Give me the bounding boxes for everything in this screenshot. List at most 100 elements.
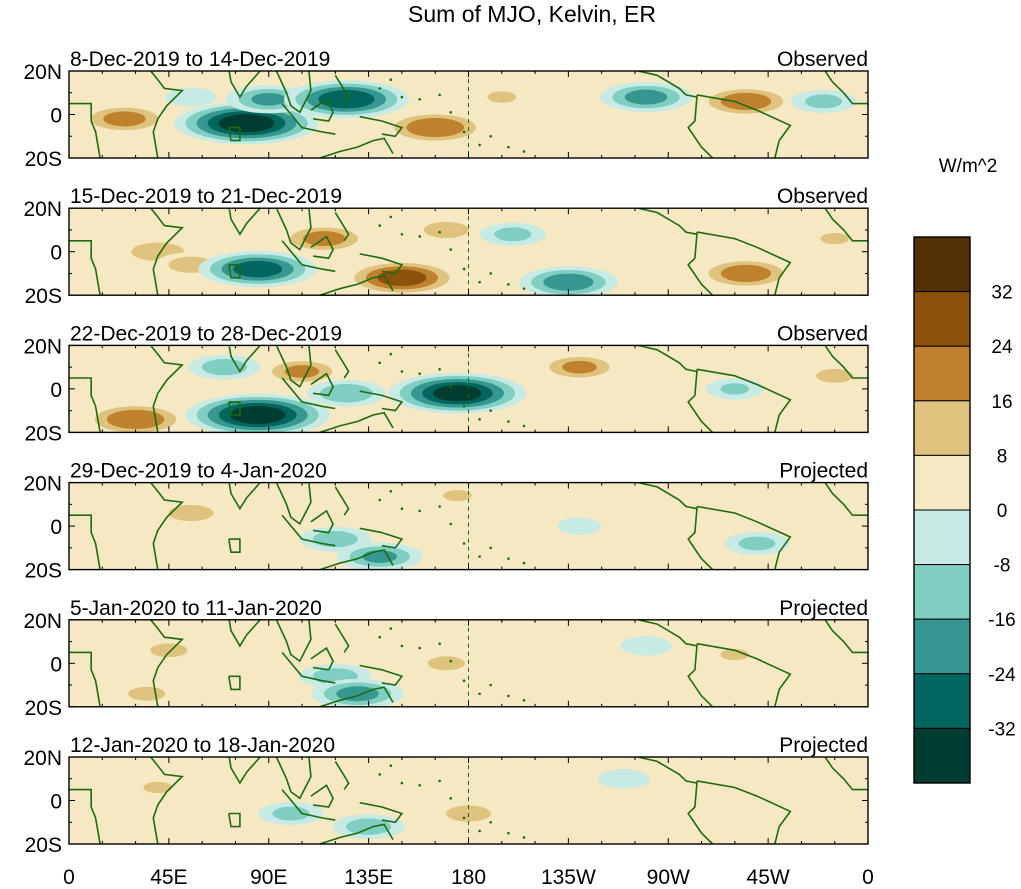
y-tick-label: 0 (50, 516, 62, 539)
y-tick-label: 0 (50, 379, 62, 402)
panel-status: Observed (777, 322, 868, 345)
anomaly-blob (599, 82, 693, 113)
anomaly-blob (724, 531, 790, 556)
y-tick-label: 0 (50, 242, 62, 265)
colorbar-tick-label: -8 (994, 556, 1011, 577)
anomaly-blob (790, 89, 857, 113)
panel-date-range: 8-Dec-2019 to 14-Dec-2019 (70, 48, 330, 71)
anomaly-blob (801, 364, 868, 388)
anomaly-blob (536, 353, 623, 382)
map-panel: 20N 0 20S 22-Dec-2019 to 28-Dec-2019 Observe… (23, 322, 869, 445)
map-panel: 20N 0 20S 8-Dec-2019 to 14-Dec-2019 Observed (23, 48, 869, 171)
x-tick-label: 45E (150, 866, 187, 889)
colorbar-tick-label: 32 (991, 283, 1012, 304)
anomaly-blob (805, 228, 864, 250)
map-panels: 20N 0 20S 8-Dec-2019 to 14-Dec-2019 Observed… (23, 48, 869, 857)
coastlines (69, 71, 868, 158)
anomaly-blob (198, 251, 317, 288)
anomaly-blob (480, 222, 546, 246)
anomaly-blob (336, 542, 423, 570)
y-tick-label: 0 (50, 105, 62, 128)
y-tick-label: 20S (25, 422, 62, 445)
x-tick-label: 180 (451, 866, 486, 889)
colorbar-unit-label: W/m^2 (939, 156, 998, 177)
panel-date-range: 5-Jan-2020 to 11-Jan-2020 (70, 597, 322, 620)
coastlines (69, 482, 868, 570)
y-tick-label: 20S (25, 834, 62, 857)
colorbar-tick-label: 16 (991, 392, 1012, 413)
y-tick-label: 20S (25, 285, 62, 308)
colorbar-swatch (913, 564, 971, 620)
colorbar-swatch (913, 454, 971, 511)
colorbar-swatch (913, 291, 971, 347)
anomaly-blob (472, 86, 532, 108)
anomaly-blob (705, 378, 765, 400)
anomaly-blob (258, 802, 324, 826)
panel-status: Observed (777, 48, 868, 71)
y-tick-label: 0 (50, 653, 62, 676)
anomaly-blob (136, 638, 202, 662)
anomaly-blob (518, 266, 618, 296)
map-panel: 20N 0 20S 15-Dec-2019 to 21-Dec-2019 Observe… (23, 185, 869, 308)
panel-date-range: 15-Dec-2019 to 21-Dec-2019 (70, 185, 342, 208)
anomaly-blob (185, 393, 330, 433)
anomaly-blob (709, 769, 761, 789)
anomaly-blob (705, 643, 765, 666)
y-tick-label: 20N (23, 61, 62, 84)
colorbar-swatch (913, 345, 971, 402)
map-panel: 20N 0 20S 12-Jan-2020 to 18-Jan-2020 Project… (23, 734, 869, 857)
colorbar-tick-label: 0 (997, 501, 1008, 522)
anomaly-blob (620, 636, 672, 656)
x-tick-label: 0 (862, 866, 874, 889)
y-tick-label: 20S (25, 148, 62, 171)
anomaly-blob (78, 103, 171, 134)
y-tick-label: 20N (23, 335, 62, 358)
y-tick-label: 20N (23, 198, 62, 221)
colorbar-tick-label: -32 (988, 719, 1015, 740)
x-tick-label: 135W (541, 866, 596, 889)
y-tick-label: 0 (50, 791, 62, 814)
anomaly-blob (696, 257, 796, 290)
anomaly-blob (174, 102, 319, 145)
colorbar-tick-label: 8 (997, 446, 1008, 467)
anomaly-blob (311, 678, 404, 707)
colorbar-swatch (913, 400, 971, 456)
anomaly-blob (128, 776, 188, 799)
x-tick-label: 0 (63, 866, 75, 889)
colorbar: W/m^2 32 24 16 8 0 -8 -16 -24 -32 (913, 156, 1016, 784)
chart-title: Sum of MJO, Kelvin, ER (408, 1, 656, 27)
panel-status: Projected (779, 734, 868, 757)
panel-status: Projected (779, 460, 868, 483)
x-tick-label: 45W (747, 866, 790, 889)
anomaly-blob (382, 111, 489, 145)
colorbar-tick-label: -24 (988, 665, 1016, 686)
colorbar-swatch (913, 618, 971, 675)
panel-date-range: 29-Dec-2019 to 4-Jan-2020 (70, 460, 327, 483)
y-tick-label: 20N (23, 610, 62, 633)
anomaly-blob (165, 87, 217, 107)
x-axis-labels: 0 45E 90E 135E 180 135W 90W 45W 0 (63, 866, 874, 889)
colorbar-swatch (913, 673, 971, 729)
y-tick-label: 20S (25, 560, 62, 583)
coastlines (69, 208, 868, 296)
x-tick-label: 135E (344, 866, 393, 889)
x-tick-label: 90W (647, 866, 690, 889)
anomaly-blob (428, 485, 487, 507)
anomaly-blob (557, 517, 602, 535)
colorbar-swatch (913, 509, 971, 566)
anomaly-blob (410, 217, 483, 243)
y-tick-label: 20S (25, 697, 62, 720)
anomaly-blob (696, 85, 796, 118)
coastlines (69, 619, 868, 707)
anomaly-blob (306, 379, 387, 407)
coastlines (69, 757, 868, 844)
panel-status: Projected (779, 597, 868, 620)
anomaly-blob (113, 682, 180, 706)
anomaly-blob (154, 500, 228, 526)
panel-date-range: 12-Jan-2020 to 18-Jan-2020 (70, 734, 335, 757)
map-panel: 20N 0 20S 5-Jan-2020 to 11-Jan-2020 Projecte… (23, 597, 869, 720)
anomaly-blob (388, 372, 527, 414)
panel-date-range: 22-Dec-2019 to 28-Dec-2019 (70, 322, 342, 345)
colorbar-swatch (913, 727, 971, 784)
